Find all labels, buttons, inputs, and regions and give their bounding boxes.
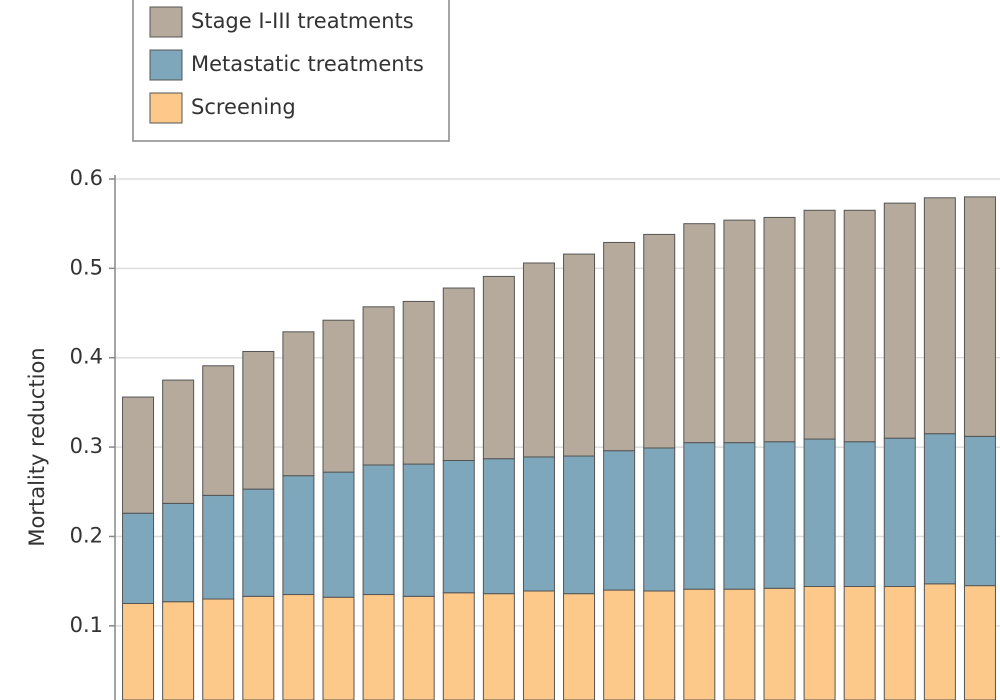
bar-segment xyxy=(162,379,195,504)
bar-segment xyxy=(282,475,315,596)
bar-segment xyxy=(963,435,996,587)
bar-segment xyxy=(402,463,435,597)
bar-segment xyxy=(923,583,956,700)
bar-segment xyxy=(482,458,515,595)
bar-segment xyxy=(482,275,515,460)
y-axis-label: Mortality reduction xyxy=(25,347,49,546)
bar-segment xyxy=(322,471,355,598)
bar-segment xyxy=(402,300,435,465)
bar-segment xyxy=(963,585,996,700)
bar-segment xyxy=(643,590,676,700)
bar-segment xyxy=(482,593,515,700)
bar-segment xyxy=(923,433,956,585)
bar-segment xyxy=(603,589,636,700)
bar-segment xyxy=(723,588,756,700)
bar-segment xyxy=(242,595,275,700)
bar-segment xyxy=(322,596,355,700)
y-tick-label: 0.1 xyxy=(70,613,103,637)
bar-segment xyxy=(362,306,395,466)
legend-label: Stage I-III treatments xyxy=(191,9,414,33)
y-tick-label: 0.6 xyxy=(70,166,103,190)
legend-swatch xyxy=(149,92,183,124)
legend-box xyxy=(132,0,450,142)
y-tick-label: 0.4 xyxy=(70,345,103,369)
bar-segment xyxy=(202,494,235,600)
bar-segment xyxy=(803,209,836,440)
bar-segment xyxy=(883,586,916,700)
bar-segment xyxy=(162,502,195,603)
bar-segment xyxy=(963,196,996,437)
y-tick-label: 0.3 xyxy=(70,434,103,458)
bar-segment xyxy=(202,365,235,496)
bar-segment xyxy=(643,233,676,449)
bar-segment xyxy=(122,396,155,514)
bar-segment xyxy=(723,219,756,444)
bar-segment xyxy=(883,202,916,439)
bar-segment xyxy=(683,588,716,700)
y-tick-label: 0.2 xyxy=(70,523,103,547)
bar-segment xyxy=(362,594,395,700)
bar-segment xyxy=(883,437,916,588)
bar-segment xyxy=(603,241,636,452)
bar-segment xyxy=(162,601,195,700)
bar-segment xyxy=(643,447,676,592)
bar-segment xyxy=(522,456,555,592)
bar-segment xyxy=(563,593,596,700)
legend-label: Screening xyxy=(191,95,296,119)
bar-segment xyxy=(563,253,596,457)
y-tick-label: 0.5 xyxy=(70,255,103,279)
bar-segment xyxy=(522,262,555,458)
bar-segment xyxy=(803,586,836,700)
bar-segment xyxy=(122,602,155,700)
bar-segment xyxy=(282,594,315,700)
bar-segment xyxy=(402,595,435,700)
bar-segment xyxy=(282,331,315,477)
bar-segment xyxy=(242,488,275,597)
bar-segment xyxy=(322,319,355,473)
bar-segment xyxy=(683,442,716,590)
legend-label: Metastatic treatments xyxy=(191,52,424,76)
bar-segment xyxy=(563,455,596,595)
bar-segment xyxy=(522,590,555,700)
bar-segment xyxy=(442,287,475,462)
legend-swatch xyxy=(149,6,183,38)
bar-segment xyxy=(843,586,876,700)
bar-segment xyxy=(763,216,796,443)
bar-segment xyxy=(843,209,876,443)
bar-segment xyxy=(202,598,235,700)
bar-segment xyxy=(803,438,836,588)
bar-segment xyxy=(362,464,395,596)
bar-segment xyxy=(683,223,716,444)
bar-segment xyxy=(242,350,275,490)
bar-segment xyxy=(763,587,796,700)
bar-segment xyxy=(763,441,796,589)
bar-segment xyxy=(442,592,475,700)
bar-segment xyxy=(603,450,636,591)
bar-segment xyxy=(923,197,956,435)
bar-segment xyxy=(442,460,475,594)
bar-segment xyxy=(723,442,756,590)
bar-segment xyxy=(122,512,155,604)
bar-segment xyxy=(843,441,876,588)
legend-swatch xyxy=(149,49,183,81)
